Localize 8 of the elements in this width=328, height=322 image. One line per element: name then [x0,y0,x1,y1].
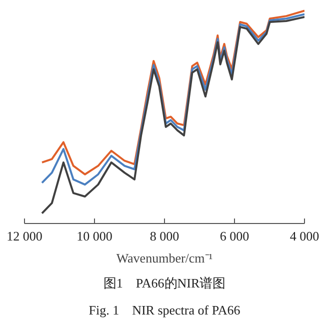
text: 图1 PA66的NIR谱图 [103,276,226,290]
x-axis-title: Wavenumber/cm⁻¹ [116,250,213,266]
x-tick-label: 12 000 [6,228,42,244]
text: Fig. 1 NIR spectra of PA66 [88,302,241,318]
x-tick-label: 4 000 [290,228,320,244]
x-tick-label: 6 000 [220,228,250,244]
x-tick-label: 10 000 [76,228,112,244]
x-tick-label: 8 000 [150,228,180,244]
